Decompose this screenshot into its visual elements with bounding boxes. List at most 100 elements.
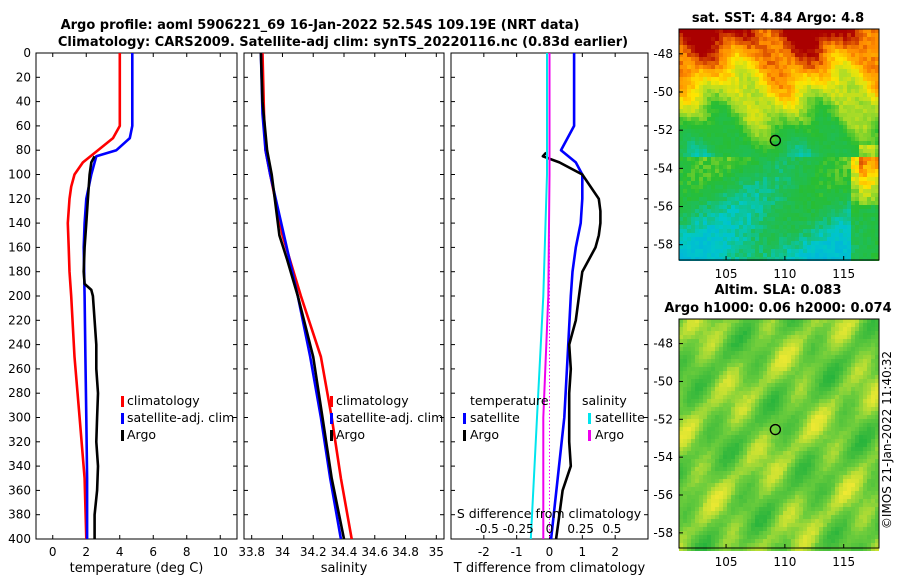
x-tick-label: 115: [832, 555, 855, 569]
series-line-argo: [259, 53, 346, 539]
y-tick-label: 260: [8, 362, 31, 376]
y-tick-label: 0: [23, 46, 31, 60]
y-tick-label: -56: [653, 200, 673, 214]
s-tick-label: 0.25: [567, 522, 594, 536]
legend-swatch: [588, 430, 591, 441]
y-tick-label: -54: [653, 161, 673, 175]
legend-label: satellite-adj. clim: [127, 410, 234, 425]
y-tick-label: 300: [8, 411, 31, 425]
map-title-line-1: Altim. SLA: 0.083: [715, 283, 842, 298]
x-tick-label: 105: [715, 267, 738, 281]
x-tick-label: 35: [429, 545, 444, 559]
x-tick-label: 1: [579, 545, 587, 559]
series-line-t-satellite: [549, 53, 584, 539]
y-tick-label: 200: [8, 289, 31, 303]
series-line-climatology: [66, 53, 122, 539]
y-tick-label: 400: [8, 532, 31, 546]
s-tick-label: -0.25: [503, 522, 534, 536]
legend-swatch: [463, 430, 466, 441]
y-tick-label: -54: [653, 450, 673, 464]
x-tick-label: 34.6: [361, 545, 388, 559]
x-tick-label: 2: [82, 545, 90, 559]
x-tick-label: 0: [546, 545, 554, 559]
y-tick-label: 100: [8, 168, 31, 182]
x-tick-label: 33.8: [238, 545, 265, 559]
x-tick-label: -1: [511, 545, 523, 559]
y-tick-label: -50: [653, 374, 673, 388]
x-tick-label: 105: [715, 555, 738, 569]
plot-temperature: 0204060801001201401601802002202402602803…: [8, 46, 238, 576]
y-tick-label: 160: [8, 240, 31, 254]
y-tick-label: -48: [653, 47, 673, 61]
y-tick-label: 40: [16, 95, 31, 109]
legend-title-temperature: temperature: [470, 393, 549, 408]
legend-swatch: [330, 413, 333, 424]
y-tick-label: 320: [8, 435, 31, 449]
legend-title-salinity: salinity: [582, 393, 627, 408]
series-line-satellite-adj-clim: [82, 53, 134, 539]
x-tick-label: 34: [275, 545, 290, 559]
y-tick-label: 140: [8, 216, 31, 230]
y-tick-label: 60: [16, 119, 31, 133]
x-tick-label: 115: [832, 267, 855, 281]
title-line-2: Climatology: CARS2009. Satellite-adj cli…: [58, 35, 628, 50]
map-frame: [678, 318, 880, 549]
x-axis-label-top: S difference from climatology: [457, 506, 642, 521]
y-tick-label: 340: [8, 459, 31, 473]
legend-swatch: [121, 430, 124, 441]
y-tick-label: 80: [16, 143, 31, 157]
series-line-argo: [82, 155, 100, 539]
legend-label: satellite: [595, 410, 645, 425]
x-axis-label: T difference from climatology: [453, 561, 646, 576]
y-tick-label: -50: [653, 85, 673, 99]
s-tick-label: -0.5: [475, 522, 498, 536]
y-tick-label: -58: [653, 238, 673, 252]
plot-difference: -2 -1 0 1 2 T difference from climatology temp…: [450, 52, 649, 576]
x-tick-label: 8: [183, 545, 191, 559]
map-title: sat. SST: 4.84 Argo: 4.8: [692, 11, 864, 26]
y-tick-label: -52: [653, 412, 673, 426]
legend-label: Argo: [595, 427, 624, 442]
legend-swatch: [588, 413, 591, 424]
title-line-1: Argo profile: aoml 5906221_69 16-Jan-202…: [61, 18, 580, 33]
s-tick-label: 0.5: [602, 522, 621, 536]
plot-frame: [243, 52, 445, 540]
y-tick-label: 180: [8, 265, 31, 279]
map-frame: [678, 28, 880, 261]
y-tick-label: 360: [8, 483, 31, 497]
y-tick-label: 240: [8, 338, 31, 352]
y-tick-label: -52: [653, 123, 673, 137]
legend-label: satellite-adj. clim: [336, 410, 443, 425]
x-tick-label: 0: [49, 545, 57, 559]
y-tick-label: -48: [653, 337, 673, 351]
x-tick-label: 34.2: [300, 545, 327, 559]
x-tick-label: 4: [116, 545, 124, 559]
legend-label: climatology: [336, 393, 409, 408]
legend-label: Argo: [470, 427, 499, 442]
argo-position-marker: [769, 134, 782, 147]
y-tick-label: 280: [8, 386, 31, 400]
x-tick-label: 34.4: [331, 545, 358, 559]
plot-frame: [35, 52, 238, 540]
y-tick-label: 220: [8, 313, 31, 327]
map-title-line-2: Argo h1000: 0.06 h2000: 0.074: [664, 301, 891, 316]
legend-label: Argo: [127, 427, 156, 442]
legend-swatch: [463, 413, 466, 424]
legend-label: climatology: [127, 393, 200, 408]
x-axis-label: temperature (deg C): [70, 561, 204, 576]
x-tick-label: 34.8: [392, 545, 419, 559]
argo-position-marker: [769, 423, 782, 436]
y-tick-label: 380: [8, 508, 31, 522]
legend-swatch: [121, 396, 124, 407]
series-line-t-argo: [541, 151, 602, 539]
s-tick-label: 0: [546, 522, 554, 536]
map-sla_map: -48 -50 -52 -54 -56 -58 105 110 115 Altim. SLA: 0…: [653, 283, 891, 569]
plot-salinity: 33.8 34 34.2 34.4 34.6 34.8 35 salinity climatol…: [238, 52, 445, 576]
credit-text: ©IMOS 21-Jan-2022 11:40:32: [880, 351, 894, 529]
map-sst_map: -48 -50 -52 -54 -56 -58 105 110 115 sat. SST: 4.8…: [653, 11, 880, 281]
x-tick-label: 10: [213, 545, 228, 559]
y-tick-label: -56: [653, 488, 673, 502]
x-axis-label: salinity: [321, 561, 368, 576]
x-tick-label: -2: [478, 545, 490, 559]
